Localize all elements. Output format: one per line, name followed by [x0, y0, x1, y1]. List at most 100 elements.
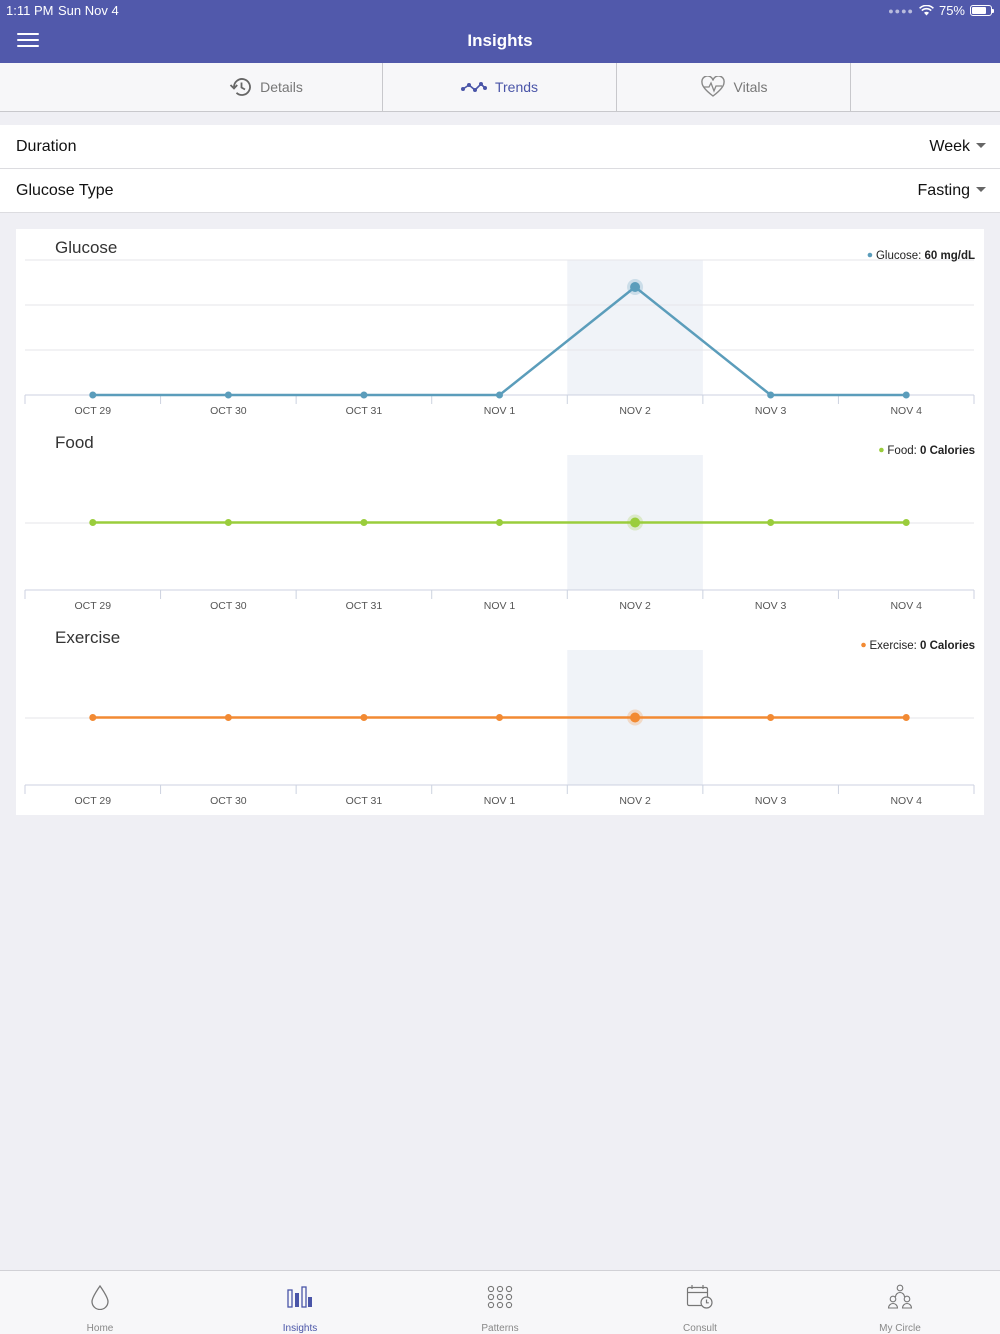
- legend-series-label: Food:: [887, 445, 920, 457]
- bottom-tab-bar: Home Insights Patterns: [0, 1270, 1000, 1334]
- glucose-type-row[interactable]: Glucose Type Fasting: [0, 169, 1000, 213]
- wifi-icon: [919, 5, 934, 16]
- legend-dot: [861, 642, 866, 648]
- history-icon: [229, 78, 251, 96]
- chart-title: Exercise: [55, 628, 120, 647]
- x-tick-label: OCT 29: [74, 405, 111, 417]
- trends-charts: Glucose OCT 29 OCT 30 OCT 31 NOV 1 NOV 2 NOV 3…: [24, 238, 975, 807]
- data-point: [902, 519, 910, 526]
- trend-line-icon: [460, 82, 487, 92]
- tab-details[interactable]: Details: [149, 63, 383, 111]
- caret-down-icon: [976, 143, 986, 148]
- legend-dot: [879, 447, 884, 453]
- caret-down-icon: [976, 187, 986, 192]
- x-tick-label: OCT 30: [210, 600, 247, 612]
- x-tick-label: NOV 1: [484, 600, 516, 612]
- x-tick-label: NOV 1: [484, 405, 516, 417]
- bottom-tab-insights[interactable]: Insights: [200, 1271, 400, 1334]
- data-point: [89, 519, 97, 526]
- battery-icon: [970, 5, 994, 16]
- legend-text: Food: 0 Calories: [887, 445, 975, 457]
- data-point: [360, 519, 368, 526]
- data-point: [902, 391, 910, 399]
- data-point: [767, 519, 775, 526]
- x-tick-label: NOV 2: [619, 600, 651, 612]
- legend-series-label: Exercise:: [870, 640, 921, 652]
- series-line: [92, 285, 907, 397]
- x-tick-label: NOV 4: [890, 600, 922, 612]
- legend-dot: [867, 252, 873, 258]
- bottom-tab-home-label: Home: [86, 1323, 114, 1334]
- x-tick-label: NOV 3: [755, 600, 787, 612]
- x-tick-label: OCT 31: [346, 600, 383, 612]
- legend-series-value: 0 Calories: [920, 640, 975, 652]
- x-tick-label: OCT 31: [346, 405, 383, 417]
- duration-value: Week: [929, 137, 970, 155]
- tab-trends-label: Trends: [494, 79, 539, 95]
- data-point: [89, 714, 97, 721]
- x-tick-label: NOV 3: [755, 405, 787, 417]
- bottom-tab-insights-label: Insights: [282, 1323, 318, 1334]
- data-point-selected: [630, 712, 641, 723]
- data-point-selected: [630, 517, 641, 528]
- bottom-tab-consult-label: Consult: [683, 1323, 717, 1334]
- duration-label: Duration: [16, 137, 77, 155]
- calendar-clock-icon: [686, 1285, 713, 1309]
- hamburger-menu-icon[interactable]: [17, 33, 39, 48]
- dot-grid-icon: [487, 1285, 513, 1309]
- segment-tabs: Details Trends Vitals: [0, 63, 1000, 112]
- bottom-tab-home[interactable]: Home: [0, 1271, 200, 1334]
- legend-series-value: 60 mg/dL: [925, 250, 975, 262]
- glucose-type-select[interactable]: Fasting: [918, 182, 986, 200]
- data-point: [224, 714, 232, 721]
- bottom-tab-my-circle[interactable]: My Circle: [800, 1271, 1000, 1334]
- duration-row[interactable]: Duration Week: [0, 125, 1000, 169]
- bottom-tab-consult[interactable]: Consult: [600, 1271, 800, 1334]
- glucose-type-value: Fasting: [917, 181, 970, 199]
- bottom-tab-patterns[interactable]: Patterns: [400, 1271, 600, 1334]
- data-point: [224, 391, 232, 399]
- page-title: Insights: [467, 31, 533, 50]
- x-tick-label: NOV 4: [890, 795, 922, 807]
- bottom-tab-patterns-label: Patterns: [481, 1323, 519, 1334]
- x-tick-label: OCT 29: [74, 795, 111, 807]
- legend-text: Exercise: 0 Calories: [870, 640, 975, 652]
- tab-vitals-label: Vitals: [733, 79, 768, 95]
- legend-series-label: Glucose:: [876, 250, 925, 262]
- trends-chart-card: Glucose OCT 29 OCT 30 OCT 31 NOV 1 NOV 2 NOV 3…: [16, 229, 984, 815]
- x-tick-label: NOV 2: [619, 405, 651, 417]
- battery-percent: 75%: [938, 3, 965, 18]
- heart-pulse-icon: [700, 76, 725, 97]
- drop-icon: [91, 1284, 109, 1310]
- x-tick-label: OCT 31: [346, 795, 383, 807]
- data-point: [224, 519, 232, 526]
- data-point: [360, 391, 368, 399]
- data-point: [902, 714, 910, 721]
- x-tick-label: NOV 1: [484, 795, 516, 807]
- data-point: [767, 714, 775, 721]
- status-date: Sun Nov 4: [58, 3, 119, 18]
- duration-select[interactable]: Week: [929, 138, 986, 156]
- tab-trends[interactable]: Trends: [383, 63, 617, 111]
- data-point: [89, 391, 97, 399]
- x-tick-label: OCT 29: [74, 600, 111, 612]
- tabs-spacer: [0, 63, 149, 111]
- chart-title: Food: [55, 433, 94, 452]
- status-time: 1:11 PM: [6, 3, 54, 18]
- tab-vitals[interactable]: Vitals: [617, 63, 851, 111]
- status-indicators: ●●●● 75%: [888, 3, 994, 18]
- x-tick-label: NOV 4: [890, 405, 922, 417]
- tab-details-label: Details: [260, 79, 303, 95]
- legend-text: Glucose: 60 mg/dL: [876, 250, 975, 262]
- data-point: [360, 714, 368, 721]
- data-point: [496, 519, 503, 526]
- glucose-type-label: Glucose Type: [16, 181, 114, 199]
- legend-series-value: 0 Calories: [920, 445, 975, 457]
- cellular-signal-icon: ●●●●: [888, 5, 914, 16]
- data-point: [767, 391, 775, 399]
- people-icon: [887, 1284, 913, 1309]
- x-tick-label: OCT 30: [210, 405, 247, 417]
- filter-settings: Duration Week Glucose Type Fasting: [0, 125, 1000, 213]
- x-tick-label: NOV 2: [619, 795, 651, 807]
- x-tick-label: NOV 3: [755, 795, 787, 807]
